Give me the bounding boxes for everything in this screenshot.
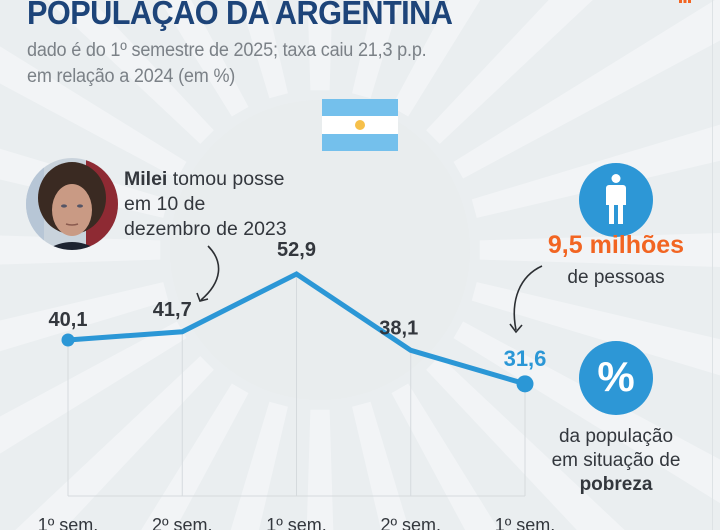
x-tick-label: 2º sem. (380, 515, 441, 530)
sunburst-ray (230, 401, 288, 530)
page-title: POPULAÇÃO DA ARGENTINA (27, 0, 453, 31)
data-label: 31,6 (504, 346, 547, 371)
percent-symbol: % (597, 353, 634, 400)
data-label: 41,7 (153, 299, 192, 321)
annotation-bold: Milei (124, 168, 168, 190)
sunburst-ray (453, 321, 720, 504)
x-tick-label: 1º sem. (38, 515, 99, 530)
annotation-line-1: tomou posse (167, 168, 285, 190)
people-label: de pessoas (567, 267, 665, 288)
percent-line-2: em situação de (551, 450, 681, 471)
sunburst-ray (0, 235, 161, 265)
percent-bold: pobreza (579, 474, 653, 495)
brand-dots (679, 0, 691, 3)
data-point-start (61, 333, 75, 347)
subtitle-line-2: em relação a 2024 (em %) (27, 66, 236, 87)
annotation-arrow-inauguration (200, 245, 220, 301)
annotation-arrowhead-inauguration (196, 292, 209, 302)
sunburst-ray (0, 321, 187, 454)
data-label: 38,1 (379, 317, 418, 339)
annotation-line-3: dezembro de 2023 (124, 218, 287, 240)
x-tick-label: 1º sem. (495, 515, 556, 530)
right-edge-divider (712, 0, 713, 530)
sunburst-ray (307, 0, 333, 91)
sunburst-ray (471, 282, 720, 376)
percent-description: da população em situação de pobreza (518, 425, 714, 497)
sunburst-ray (141, 383, 249, 530)
sunburst-ray (15, 356, 214, 530)
sunburst-ray (47, 0, 214, 144)
subtitle-line-1: dado é do 1º semestre de 2025; taxa caiu… (27, 40, 427, 61)
milei-avatar (26, 158, 118, 250)
data-label: 40,1 (49, 309, 88, 331)
sunburst-ray (391, 0, 481, 117)
sunburst-ray (239, 0, 288, 99)
sunburst-ray (352, 0, 401, 99)
series-line (67, 271, 526, 387)
annotation-line-2: em 10 de (124, 193, 206, 215)
person-icon (579, 163, 653, 237)
data-label: 52,9 (277, 239, 316, 261)
subtitle: dado é do 1º semestre de 2025; taxa caiu… (27, 38, 427, 90)
annotation-arrowheadad-people (509, 323, 523, 334)
inauguration-annotation: Milei tomou posse em 10 de dezembro de 2… (124, 167, 324, 242)
percent-icon: % (579, 341, 653, 415)
people-count: 9,5 milhões (547, 231, 685, 259)
sunburst-ray (0, 46, 187, 179)
sunburst-ray (159, 0, 249, 117)
sunburst-ray (426, 0, 593, 144)
x-tick-label: 1º sem. (266, 515, 327, 530)
sunburst-ray (479, 232, 720, 268)
sunburst-ray (391, 383, 499, 530)
sunburst-ray (352, 401, 410, 530)
sunburst-ray (306, 409, 334, 530)
sunburst-ray (453, 0, 720, 179)
percent-line-1: da população (558, 426, 674, 447)
annotation-arrow-people (513, 265, 543, 331)
x-tick-label: 2º sem. (152, 515, 213, 530)
argentina-flag-icon (322, 99, 398, 151)
sunburst-ray (0, 282, 169, 352)
data-point-end (516, 375, 534, 393)
